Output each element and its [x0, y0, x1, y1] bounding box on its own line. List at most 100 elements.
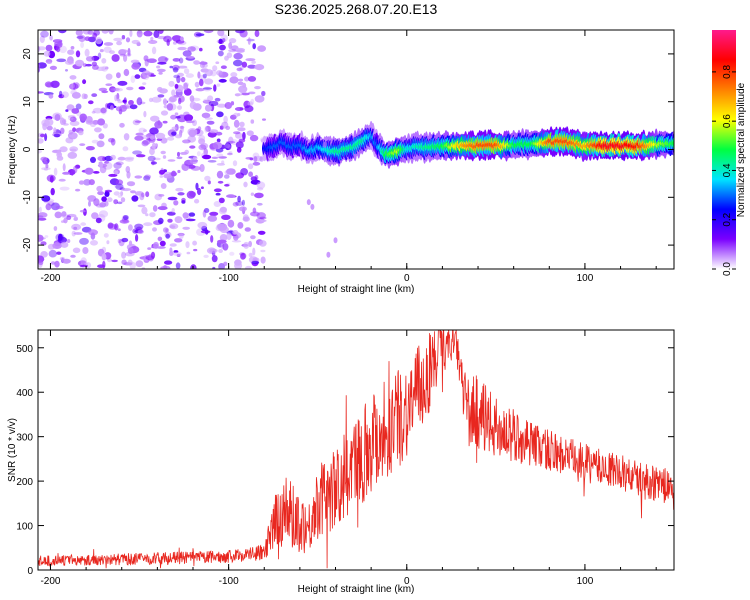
noise-speckle — [45, 163, 49, 169]
noise-speckle — [82, 247, 89, 254]
noise-speckle — [38, 45, 41, 53]
noise-speckle — [96, 140, 105, 148]
noise-speckle — [252, 247, 256, 256]
noise-speckle — [116, 201, 123, 205]
noise-speckle — [95, 37, 103, 45]
spectrogram-y-tick-label: -20 — [22, 237, 33, 252]
noise-speckle — [134, 223, 144, 230]
noise-speckle — [175, 187, 184, 192]
noise-speckle — [50, 80, 60, 89]
noise-speckle — [62, 258, 71, 264]
noise-speckle — [72, 82, 76, 90]
noise-speckle — [198, 138, 206, 145]
spectrogram-x-tick-label: -100 — [219, 273, 239, 284]
noise-speckle — [92, 107, 103, 114]
noise-speckle — [85, 56, 95, 62]
noise-speckle — [192, 156, 198, 161]
noise-speckle — [236, 49, 245, 53]
noise-speckle — [54, 260, 60, 268]
noise-speckle — [204, 117, 213, 120]
noise-speckle — [169, 96, 177, 103]
noise-speckle — [151, 142, 156, 150]
noise-speckle — [200, 186, 204, 189]
noise-speckle — [143, 222, 153, 227]
noise-speckle — [134, 175, 143, 179]
noise-speckle — [169, 223, 179, 230]
noise-speckle — [132, 150, 143, 155]
noise-speckle — [101, 65, 108, 72]
noise-speckle — [183, 111, 190, 117]
noise-speckle — [102, 260, 106, 269]
noise-speckle — [172, 58, 181, 62]
noise-speckle — [128, 240, 133, 246]
noise-speckle — [105, 73, 113, 80]
noise-speckle — [84, 48, 90, 57]
noise-speckle — [174, 134, 182, 139]
noise-speckle — [160, 266, 164, 269]
noise-speckle — [162, 155, 167, 159]
noise-speckle — [117, 195, 123, 198]
noise-speckle — [181, 197, 186, 202]
noise-speckle — [153, 30, 160, 38]
noise-speckle — [117, 238, 122, 244]
noise-speckle — [215, 131, 223, 136]
noise-speckle — [141, 206, 148, 215]
noise-speckle — [46, 61, 52, 64]
noise-speckle — [143, 175, 151, 181]
noise-speckle — [157, 56, 168, 64]
spectrogram-x-tick-label: -200 — [40, 273, 60, 284]
noise-speckle — [125, 37, 131, 43]
noise-speckle — [75, 59, 85, 67]
noise-speckle — [217, 30, 225, 37]
snr-y-axis: 0 100 200 300 400 500 — [16, 344, 674, 577]
noise-speckle — [38, 46, 46, 51]
spectrogram-y-axis-title: Frequency (Hz) — [7, 116, 18, 185]
noise-speckle — [67, 49, 75, 55]
noise-speckle — [153, 241, 159, 249]
noise-speckle — [53, 226, 58, 231]
noise-speckle — [152, 227, 157, 232]
noise-speckle — [104, 189, 113, 193]
noise-speckle — [171, 89, 176, 97]
noise-speckle — [217, 239, 227, 244]
noise-speckle — [233, 52, 243, 60]
noise-speckle — [101, 30, 109, 34]
noise-speckle — [183, 68, 190, 75]
noise-speckle — [186, 251, 191, 255]
noise-speckle — [241, 199, 245, 206]
noise-speckle — [158, 194, 165, 197]
noise-speckle — [70, 169, 74, 176]
noise-speckle — [160, 137, 168, 144]
noise-speckle — [251, 60, 256, 64]
noise-speckle — [239, 252, 245, 256]
noise-speckle — [103, 233, 109, 238]
noise-speckle — [216, 103, 227, 108]
noise-speckle — [239, 107, 244, 111]
noise-speckle — [85, 63, 92, 67]
noise-speckle — [116, 72, 121, 79]
noise-speckle — [111, 259, 118, 263]
noise-speckle — [167, 196, 178, 201]
noise-speckle — [216, 163, 226, 166]
noise-speckle — [79, 143, 86, 147]
noise-speckle — [149, 212, 156, 218]
noise-speckle — [237, 113, 241, 117]
noise-speckle — [174, 112, 179, 116]
noise-speckle — [224, 184, 230, 187]
noise-speckle — [228, 38, 237, 44]
noise-speckle — [59, 45, 67, 54]
noise-speckle — [97, 52, 102, 59]
noise-speckle — [130, 59, 140, 64]
noise-speckle — [67, 151, 78, 159]
noise-speckle — [194, 81, 200, 88]
noise-speckle — [126, 53, 132, 57]
noise-speckle — [228, 136, 234, 145]
noise-speckle — [223, 115, 228, 124]
noise-speckle — [38, 206, 42, 213]
noise-speckle — [180, 76, 186, 83]
noise-speckle — [159, 169, 166, 175]
snr-x-tick-label: -200 — [40, 576, 60, 587]
noise-speckle — [203, 30, 214, 34]
noise-speckle — [45, 203, 52, 211]
